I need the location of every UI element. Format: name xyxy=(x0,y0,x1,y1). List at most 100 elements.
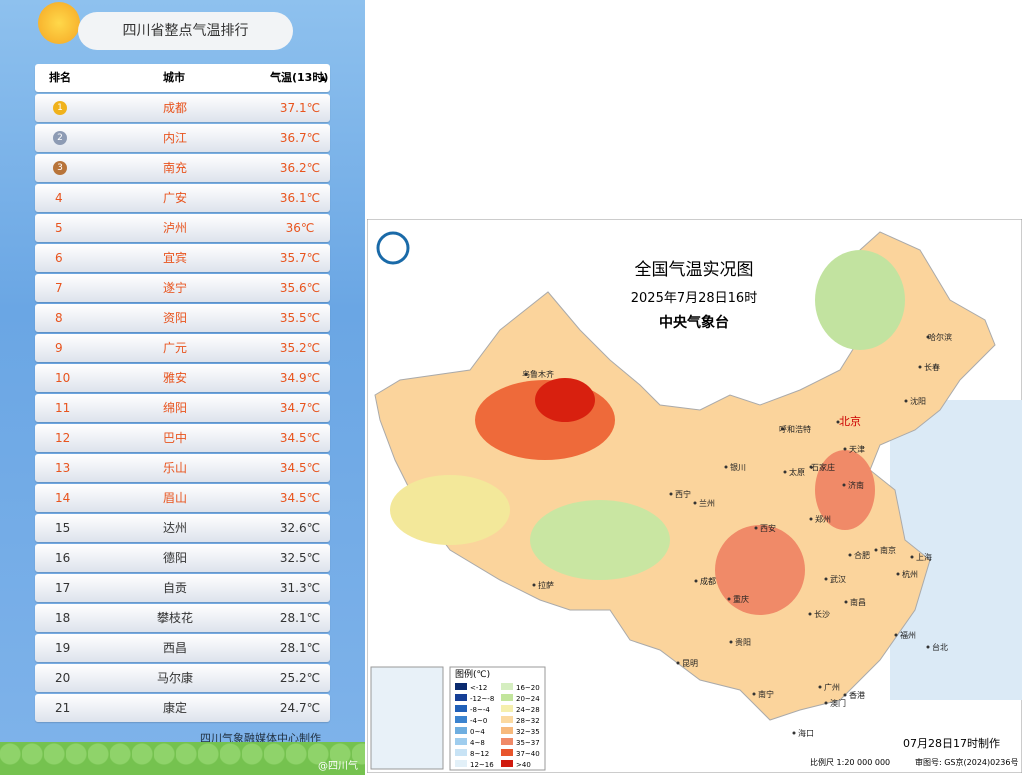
city-label: 长春 xyxy=(924,362,940,372)
legend-label: 37~40 xyxy=(516,750,540,758)
city-dot xyxy=(894,633,898,637)
map-datetime: 2025年7月28日16时 xyxy=(631,291,757,306)
legend-swatch xyxy=(455,727,467,734)
legend-swatch xyxy=(455,705,467,712)
table-row: 11 绵阳 34.7℃ xyxy=(35,394,330,422)
legend-swatch xyxy=(455,749,467,756)
city-dot xyxy=(783,470,787,474)
temperature: 32.5℃ xyxy=(279,551,321,565)
city-dot xyxy=(532,583,536,587)
legend-label: 32~35 xyxy=(516,728,540,736)
city-dot xyxy=(836,420,840,424)
table-row: 1 成都 37.1℃ xyxy=(35,94,330,122)
rank: 17 xyxy=(55,581,71,595)
table-row: 4 广安 36.1℃ xyxy=(35,184,330,212)
region xyxy=(390,475,510,545)
city-label: 香港 xyxy=(849,690,865,700)
city-dot xyxy=(842,483,846,487)
table-row: 3 南充 36.2℃ xyxy=(35,154,330,182)
map-agency: 中央气象台 xyxy=(659,314,729,331)
city-label: 武汉 xyxy=(830,574,846,584)
logo xyxy=(376,231,410,265)
rank: 6 xyxy=(55,251,63,265)
table-row: 9 广元 35.2℃ xyxy=(35,334,330,362)
temperature: 25.2℃ xyxy=(279,671,321,685)
city-dot xyxy=(669,492,673,496)
legend-label: <-12 xyxy=(470,684,487,692)
temperature: 36.7℃ xyxy=(279,131,321,145)
region xyxy=(535,378,595,422)
city: 绵阳 xyxy=(162,401,187,415)
city-dot xyxy=(792,731,796,735)
temperature: 34.5℃ xyxy=(279,491,321,505)
city-label: 呼和浩特 xyxy=(779,424,811,434)
header-row: 排名 城市 气温(13时) ▲ xyxy=(35,64,330,92)
sort-arrow[interactable]: ▲ xyxy=(320,73,327,82)
temperature: 37.1℃ xyxy=(279,101,321,115)
watermark: @四川气象 xyxy=(318,761,358,772)
city-label: 西宁 xyxy=(675,489,691,499)
sun xyxy=(38,2,80,44)
temperature: 32.6℃ xyxy=(279,521,321,535)
legend-swatch xyxy=(501,760,513,767)
legend-title: 图例(℃) xyxy=(455,668,490,680)
legend-swatch xyxy=(455,716,467,723)
legend-label: 4~8 xyxy=(470,739,485,747)
city-label: 重庆 xyxy=(733,594,749,604)
legend-label: 24~28 xyxy=(516,706,540,714)
city: 内江 xyxy=(162,131,187,145)
city: 遂宁 xyxy=(162,281,187,295)
legend-label: 8~12 xyxy=(470,750,489,758)
city: 资阳 xyxy=(162,311,187,325)
rank: 11 xyxy=(55,401,71,415)
table-row: 21 康定 24.7℃ xyxy=(35,694,330,722)
temperature: 34.5℃ xyxy=(279,431,321,445)
city: 成都 xyxy=(162,101,187,115)
city-dot xyxy=(781,427,785,431)
temperature: 34.5℃ xyxy=(279,461,321,475)
city-dot xyxy=(809,517,813,521)
table-row: 8 资阳 35.5℃ xyxy=(35,304,330,332)
city-label: 太原 xyxy=(789,467,805,477)
legend-label: -12~-8 xyxy=(470,695,494,703)
city: 达州 xyxy=(162,521,187,535)
city: 泸州 xyxy=(162,221,187,235)
city-label: 兰州 xyxy=(699,498,715,508)
header[interactable]: 气温(13时) xyxy=(270,71,329,84)
city-label: 郑州 xyxy=(815,514,831,524)
city-dot xyxy=(694,579,698,583)
city-dot xyxy=(843,447,847,451)
legend-label: -4~0 xyxy=(470,717,487,725)
rank: 19 xyxy=(55,641,71,655)
header: 城市 xyxy=(163,71,185,84)
city-dot xyxy=(874,548,878,552)
city: 广元 xyxy=(162,341,187,355)
city-dot xyxy=(729,640,733,644)
city: 德阳 xyxy=(162,551,187,565)
legend-label: 28~32 xyxy=(516,717,540,725)
table-row: 6 宜宾 35.7℃ xyxy=(35,244,330,272)
map-title: 全国气温实况图 xyxy=(635,260,754,280)
rank: 21 xyxy=(55,701,71,715)
rank: 7 xyxy=(55,281,63,295)
city-label: 杭州 xyxy=(902,569,918,579)
temperature: 36.1℃ xyxy=(279,191,321,205)
city-dot xyxy=(926,335,930,339)
legend-swatch xyxy=(501,727,513,734)
temperature: 36.2℃ xyxy=(279,161,321,175)
city-dot xyxy=(676,661,680,665)
city: 宜宾 xyxy=(162,251,187,265)
temperature: 28.1℃ xyxy=(279,611,321,625)
temperature: 35.6℃ xyxy=(279,281,321,295)
table-row: 7 遂宁 35.6℃ xyxy=(35,274,330,302)
legend-swatch xyxy=(501,716,513,723)
temperature-map: 全国气温实况图 2025年7月28日16时 中央气象台 乌鲁木齐 哈尔滨长春沈阳呼… xyxy=(367,219,1022,773)
footer: 四川气象融媒体中心制作 xyxy=(200,732,321,745)
legend-label: 0~4 xyxy=(470,728,485,736)
city: 康定 xyxy=(162,701,187,715)
table-row: 20 马尔康 25.2℃ xyxy=(35,664,330,692)
temperature: 35.2℃ xyxy=(279,341,321,355)
temperature: 34.7℃ xyxy=(279,401,321,415)
city-label: 成都 xyxy=(700,576,716,586)
legend-label: >40 xyxy=(516,761,531,769)
